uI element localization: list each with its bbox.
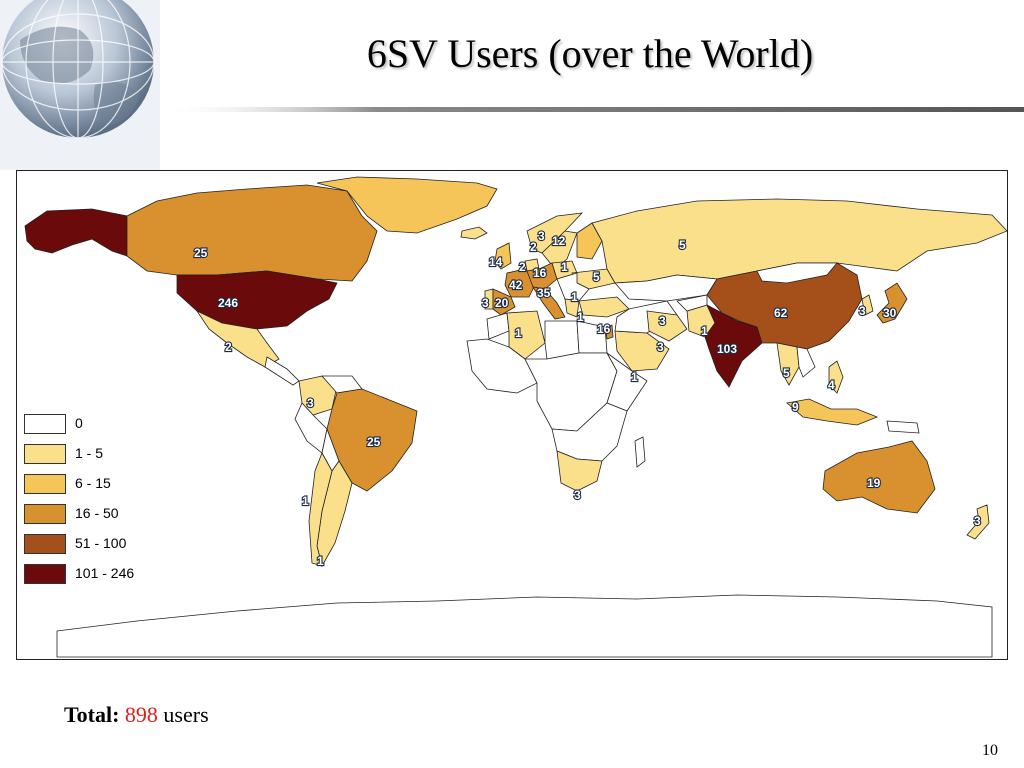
legend-label: 16 - 50 (75, 505, 119, 521)
map-label-portugal: 3 (482, 296, 489, 310)
map-label-south-africa: 3 (574, 488, 581, 502)
map-label-argentina: 1 (317, 554, 324, 568)
country-korea (861, 294, 874, 316)
map-label-nepal: 1 (701, 324, 708, 338)
world-map: 25 246 2 3 25 1 1 14 3 20 42 2 16 35 2 3… (16, 170, 1008, 660)
map-label-turkey: 1 (571, 290, 578, 304)
country-uk (494, 242, 512, 270)
legend-item: 51 - 100 (23, 531, 163, 561)
map-label-pakistan: 3 (657, 340, 664, 354)
map-label-korea: 3 (859, 304, 866, 318)
legend-label: 6 - 15 (75, 475, 111, 491)
country-philippines (828, 360, 844, 394)
total-label: Total: (64, 702, 120, 727)
map-label-china: 62 (774, 306, 788, 320)
map-label-israel: 16 (597, 322, 611, 336)
page-number: 10 (982, 742, 998, 759)
legend-swatch (24, 474, 66, 494)
map-label-ukraine: 5 (593, 270, 600, 284)
legend-swatch (24, 504, 66, 524)
legend-swatch (24, 414, 66, 434)
map-label-norway: 2 (530, 240, 537, 254)
map-label-saudi-arabia: 1 (631, 370, 638, 384)
map-label-chile: 1 (302, 494, 309, 508)
map-label-italy: 35 (537, 286, 551, 300)
legend-item: 1 - 5 (23, 441, 163, 471)
map-label-finland: 12 (552, 234, 566, 248)
map-label-germany: 16 (533, 266, 547, 280)
map-label-iran: 3 (659, 314, 666, 328)
map-label-algeria: 1 (515, 326, 522, 340)
country-iran (646, 310, 688, 342)
country-spain (492, 288, 516, 316)
country-australia (822, 440, 936, 514)
legend-swatch (24, 534, 66, 554)
map-label-uk: 14 (489, 255, 503, 269)
legend-item: 16 - 50 (23, 501, 163, 531)
legend-label: 51 - 100 (75, 535, 127, 551)
map-label-sweden: 3 (538, 229, 545, 243)
slide-title: 6SV Users (over the World) (366, 31, 814, 76)
legend-item: 101 - 246 (23, 561, 163, 591)
country-new-zealand (966, 504, 990, 540)
map-legend: 0 1 - 5 6 - 15 16 - 50 51 - 100 101 - 24… (23, 411, 163, 591)
map-label-mexico: 2 (225, 340, 232, 354)
country-antarctica (56, 594, 993, 658)
map-label-philippines: 4 (828, 378, 835, 392)
country-thailand (776, 342, 800, 386)
map-label-indonesia: 9 (792, 400, 799, 414)
country-india (704, 304, 763, 388)
country-greenland (316, 176, 498, 234)
map-label-japan: 30 (883, 306, 897, 320)
map-label-canada: 25 (194, 246, 208, 260)
title-rule (160, 107, 1024, 112)
total-summary: Total: 898 users (64, 702, 209, 728)
total-value: 898 (124, 702, 158, 727)
country-mongolia (756, 262, 838, 284)
legend-label: 1 - 5 (75, 445, 104, 461)
country-italy (532, 286, 566, 320)
country-greece (564, 298, 580, 318)
globe-decoration (0, 0, 160, 170)
map-label-greece: 1 (577, 310, 584, 324)
total-unit: users (163, 702, 209, 727)
country-papua (886, 420, 920, 434)
map-label-france: 42 (509, 278, 523, 292)
map-label-australia: 19 (867, 476, 881, 490)
country-indonesia (786, 398, 879, 426)
country-vietnam (796, 346, 816, 378)
legend-swatch (24, 564, 66, 584)
map-label-thailand: 5 (783, 366, 790, 380)
country-israel (604, 324, 614, 340)
map-label-usa: 246 (218, 296, 238, 310)
map-label-netherlands: 2 (519, 260, 526, 274)
country-iceland (460, 226, 488, 240)
country-madagascar (634, 436, 646, 468)
country-japan (876, 282, 908, 324)
country-canada (126, 184, 378, 282)
map-label-poland: 1 (561, 260, 568, 274)
map-label-india: 103 (717, 342, 737, 356)
map-label-brazil: 25 (367, 435, 381, 449)
legend-swatch (24, 444, 66, 464)
map-label-spain: 20 (495, 296, 509, 310)
country-alaska (24, 208, 128, 257)
legend-label: 101 - 246 (75, 565, 135, 581)
country-finland (576, 222, 603, 260)
map-label-colombia: 3 (307, 396, 314, 410)
country-central-america (264, 356, 300, 386)
country-chile (308, 452, 333, 567)
legend-item: 6 - 15 (23, 471, 163, 501)
legend-item: 0 (23, 411, 163, 441)
country-turkey (578, 296, 630, 318)
map-label-new-zealand: 3 (974, 514, 981, 528)
country-south-africa (556, 450, 603, 492)
map-label-russia: 5 (679, 238, 686, 252)
legend-label: 0 (75, 415, 83, 431)
country-libya (544, 320, 580, 360)
